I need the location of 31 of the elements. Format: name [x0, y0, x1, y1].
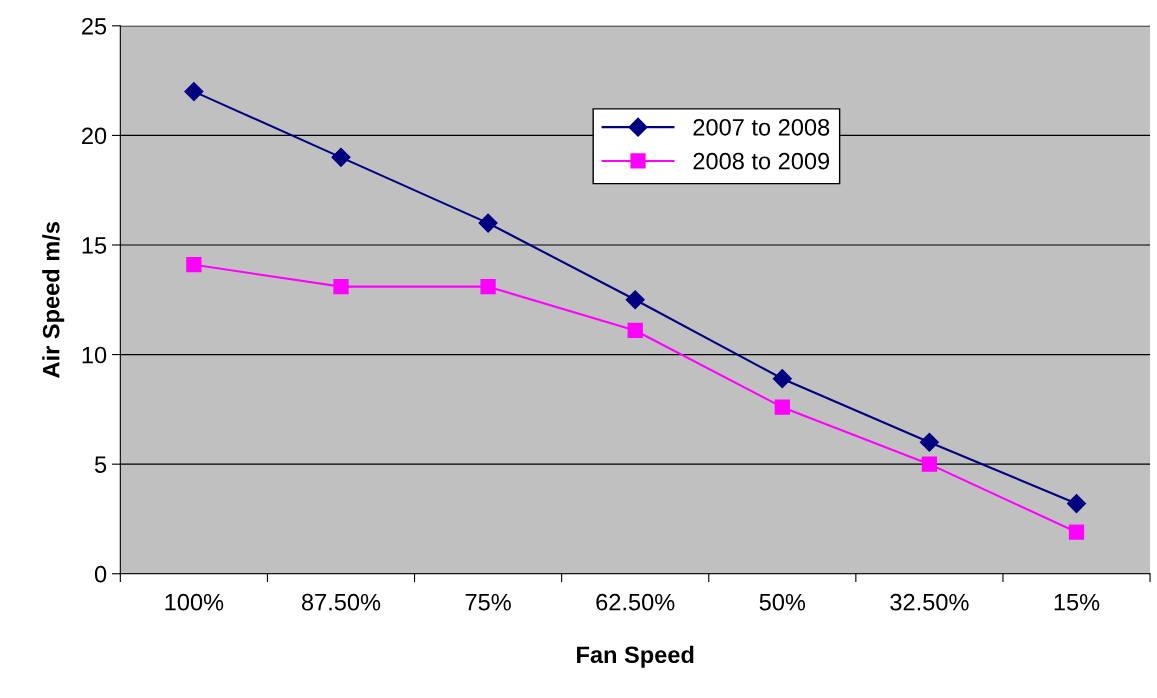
y-tick-label: 5	[94, 456, 107, 473]
x-tick-label: 15%	[1054, 593, 1100, 611]
x-tick-label: 50%	[759, 593, 806, 611]
point	[480, 279, 496, 295]
point	[1068, 524, 1085, 540]
x-tick-label: 32.50%	[890, 593, 969, 611]
x-tick-label: 75%	[465, 593, 511, 611]
x-tick-label: 62.50%	[596, 593, 675, 611]
y-tick-label: 20	[82, 127, 107, 145]
point	[478, 213, 498, 233]
y-tick-label: 15	[82, 237, 107, 254]
point	[1066, 494, 1087, 514]
x-tick-label: 100%	[165, 593, 224, 611]
legend-label: 2007 to 2008	[693, 118, 830, 136]
point	[333, 279, 349, 295]
point	[921, 456, 938, 472]
y-tick-label: 10	[82, 346, 107, 364]
x-axis-title: Fan Speed	[577, 645, 694, 668]
legend-label: 2008 to 2009	[693, 152, 830, 170]
x-tick-label: 87.50%	[301, 593, 381, 611]
point	[625, 290, 645, 310]
y-axis-title: Air Speed m/s	[42, 222, 65, 378]
point	[627, 322, 643, 339]
point	[186, 257, 202, 273]
y-tick-label: 0	[94, 565, 107, 583]
point	[919, 432, 939, 452]
point	[772, 369, 792, 389]
y-tick-label: 25	[82, 17, 107, 35]
point	[774, 399, 790, 415]
point	[184, 82, 204, 102]
point	[331, 147, 351, 167]
